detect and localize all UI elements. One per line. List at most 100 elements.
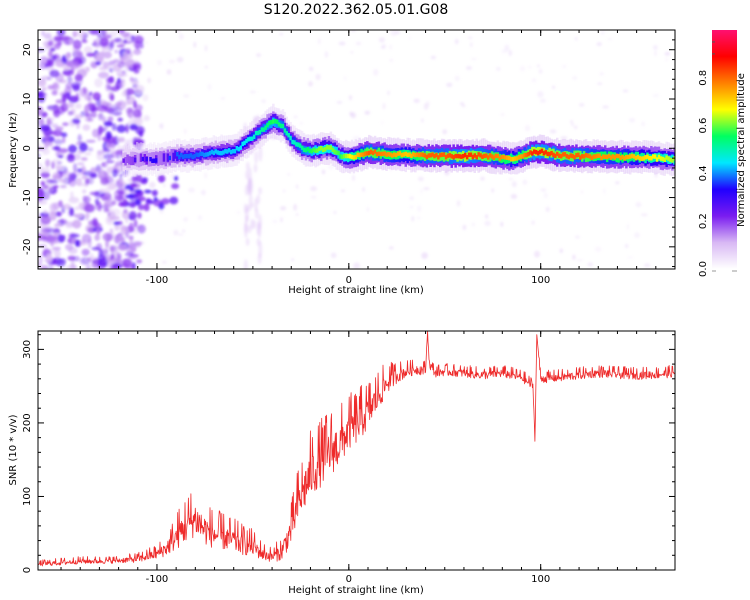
ridge-cell — [586, 153, 590, 158]
noise-blob — [575, 235, 580, 239]
ridge-cell — [463, 153, 467, 162]
noise-blob — [117, 30, 125, 34]
ridge-cell — [346, 153, 350, 159]
noise-blob — [60, 218, 64, 226]
ridge-cell — [345, 153, 348, 159]
noise-blob — [133, 48, 142, 56]
ridge-cell — [454, 153, 457, 159]
snr-y-ticks: 0 100 200 300 — [22, 334, 675, 573]
noise-blob — [75, 177, 82, 186]
ridge-cell — [132, 156, 135, 165]
noise-blob — [53, 146, 61, 151]
noise-blob — [602, 105, 609, 109]
noise-blob — [77, 168, 83, 173]
noise-blob — [173, 229, 179, 236]
noise-blob — [204, 66, 208, 69]
noise-blob — [102, 51, 112, 59]
noise-blob — [352, 174, 355, 182]
noise-blob — [176, 56, 184, 63]
ridge-cell — [227, 148, 231, 153]
noise-blob — [72, 219, 82, 229]
ridge-cell — [500, 154, 503, 160]
noise-blob — [409, 196, 415, 201]
noise-blob — [279, 32, 283, 36]
noise-blob — [103, 207, 110, 213]
ridge-cell — [274, 119, 277, 124]
noise-blob — [350, 112, 356, 119]
ridge-cell — [199, 151, 202, 156]
ridge-cell — [588, 154, 592, 159]
noise-blob — [193, 41, 197, 48]
noise-blob — [496, 66, 501, 71]
ridge-cell — [256, 130, 260, 136]
noise-blob — [117, 235, 127, 244]
noise-blob — [421, 252, 428, 259]
noise-blob — [202, 137, 208, 142]
ridge-cell — [348, 154, 352, 159]
colorbar-tick-label: 0.8 — [698, 70, 709, 86]
spectrogram-noise — [38, 30, 671, 269]
noise-blob — [484, 220, 491, 226]
noise-blob — [388, 246, 394, 250]
noise-blob — [338, 41, 346, 46]
noise-blob — [109, 228, 114, 234]
ridge-cell — [151, 158, 154, 163]
noise-blob — [147, 77, 152, 84]
ridge-cell — [498, 156, 501, 161]
noise-blob — [149, 181, 156, 189]
ridge-cell — [268, 120, 271, 126]
ridge-cell — [323, 147, 327, 152]
ridge-cell — [531, 151, 534, 156]
noise-blob — [549, 129, 557, 134]
noise-blob — [324, 51, 329, 58]
ridge-cell — [600, 155, 603, 161]
noise-blob — [140, 179, 148, 185]
snr-background — [38, 331, 675, 570]
ridge-cell — [197, 152, 200, 158]
ridge-cell — [291, 139, 294, 145]
ridge-cell — [581, 154, 584, 159]
noise-blob — [594, 246, 602, 252]
noise-blob — [96, 228, 101, 236]
noise-blob — [105, 160, 115, 164]
noise-blob — [444, 169, 450, 176]
ridge-cell — [600, 151, 603, 160]
ridge-cell — [308, 148, 311, 153]
noise-blob — [106, 102, 112, 108]
ridge-cell — [157, 152, 160, 166]
ridge-cell — [615, 153, 618, 159]
noise-blob — [245, 161, 250, 172]
noise-blob — [603, 188, 606, 194]
noise-blob — [249, 90, 256, 94]
noise-blob — [85, 104, 93, 111]
noise-blob — [71, 257, 75, 267]
noise-blob — [119, 178, 124, 184]
ridge-cell — [429, 153, 432, 158]
ridge-cell — [224, 149, 227, 154]
noise-blob — [315, 73, 321, 81]
noise-blob — [597, 82, 603, 85]
ridge-cell — [210, 149, 214, 155]
noise-blob — [353, 262, 360, 269]
ridge-cell — [272, 119, 275, 124]
ridge-cell — [126, 154, 129, 163]
ridge-cell — [452, 155, 455, 160]
noise-blob — [84, 195, 91, 204]
noise-blob — [243, 223, 248, 238]
ridge-cell — [584, 152, 588, 158]
noise-blob — [543, 192, 549, 199]
noise-blob — [51, 90, 58, 96]
ridge-cell — [216, 150, 219, 155]
noise-blob — [522, 179, 528, 185]
ridge-cell — [437, 155, 440, 160]
noise-blob — [410, 206, 414, 209]
noise-blob — [580, 190, 584, 194]
ridge-cell — [158, 151, 162, 165]
noise-blob — [46, 235, 58, 242]
ridge-cell — [548, 151, 551, 157]
noise-blob — [626, 223, 629, 230]
noise-blob — [40, 124, 51, 132]
noise-blob — [531, 78, 537, 83]
noise-blob — [40, 264, 48, 269]
